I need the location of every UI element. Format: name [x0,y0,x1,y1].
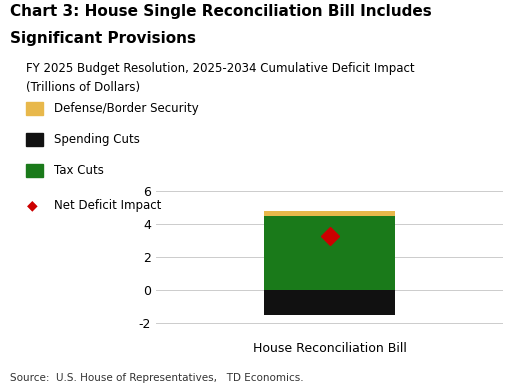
Text: FY 2025 Budget Resolution, 2025-2034 Cumulative Deficit Impact: FY 2025 Budget Resolution, 2025-2034 Cum… [26,62,415,75]
Bar [264,290,395,315]
Bar [264,216,395,290]
Bar [264,211,395,216]
Text: Source:  U.S. House of Representatives,   TD Economics.: Source: U.S. House of Representatives, T… [10,373,304,383]
Text: Spending Cuts: Spending Cuts [54,133,140,146]
Text: Chart 3: House Single Reconciliation Bill Includes: Chart 3: House Single Reconciliation Bil… [10,4,432,19]
Text: ◆: ◆ [27,198,37,212]
Text: Defense/Border Security: Defense/Border Security [54,102,199,115]
Text: Tax Cuts: Tax Cuts [54,164,104,177]
Text: (Trillions of Dollars): (Trillions of Dollars) [26,81,140,94]
Text: Significant Provisions: Significant Provisions [10,31,196,46]
Text: Net Deficit Impact: Net Deficit Impact [54,199,162,212]
